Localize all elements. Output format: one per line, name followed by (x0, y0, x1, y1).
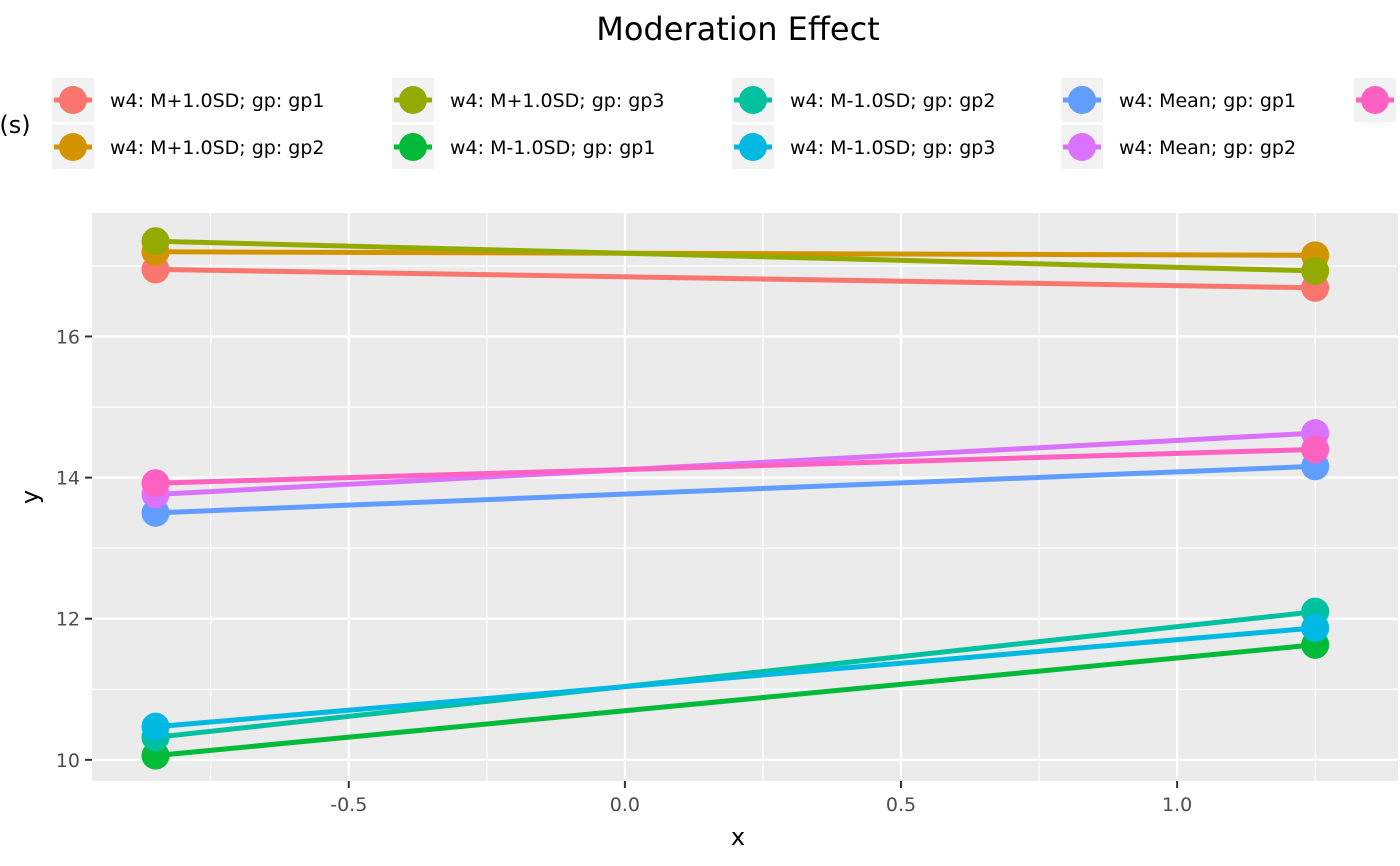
legend-item: w4: M-1.0SD; gp: gp2 (732, 78, 995, 122)
legend-key-point (739, 133, 767, 161)
legend-label: w4: M-1.0SD; gp: gp3 (790, 137, 995, 159)
x-tick-label: 0.5 (886, 794, 916, 816)
series-point (1301, 435, 1330, 464)
legend-key-point (1068, 86, 1096, 114)
y-tick-label: 16 (56, 326, 80, 348)
legend-key-point (1068, 133, 1096, 161)
legend-label: w4: M-1.0SD; gp: gp2 (790, 90, 995, 112)
legend-label: w4: M+1.0SD; gp: gp1 (110, 90, 325, 112)
legend-key-point (59, 133, 87, 161)
legend-key-point (1361, 86, 1389, 114)
series-line (155, 238, 1316, 274)
chart-title: Moderation Effect (596, 10, 880, 48)
legend-title: (s) (0, 111, 31, 139)
legend-key-point (399, 86, 427, 114)
series-point (1301, 613, 1330, 642)
x-tick-label: 0.0 (610, 794, 640, 816)
x-axis-title: x (731, 823, 745, 851)
series-line (155, 609, 1316, 740)
x-tick-label: 1.0 (1162, 794, 1192, 816)
legend-key-point (399, 133, 427, 161)
legend: w4: M+1.0SD; gp: gp1 w4: M+1.0SD; gp: gp2… (52, 78, 1396, 169)
legend-label: w4: M+1.0SD; gp: gp3 (450, 90, 665, 112)
series-line (155, 625, 1316, 730)
y-tick-label: 12 (56, 609, 80, 631)
y-axis-title: y (16, 490, 44, 504)
legend-item: w4: M-1.0SD; gp: gp3 (732, 125, 995, 169)
series-line (155, 446, 1316, 486)
series-point (141, 227, 170, 256)
legend-item: w4: M+1.0SD; gp: gp1 (52, 78, 325, 122)
series-line (155, 266, 1316, 291)
series-group (141, 227, 1330, 770)
legend-item: w4: M-1.0SD; gp: gp1 (392, 125, 655, 169)
x-tick-label: -0.5 (330, 794, 367, 816)
y-tick-label: 14 (56, 468, 80, 490)
y-tick-label: 10 (56, 750, 80, 772)
legend-label: w4: Mean; gp: gp2 (1119, 137, 1296, 159)
legend-key-point (59, 86, 87, 114)
legend-item (1354, 78, 1396, 122)
series-point (141, 469, 170, 498)
legend-key-point (739, 86, 767, 114)
axes: -0.5 0.0 0.5 1.0 10 12 14 16 (56, 326, 1192, 816)
series-line (155, 463, 1316, 516)
legend-item: w4: M+1.0SD; gp: gp3 (392, 78, 665, 122)
series-line (155, 642, 1316, 759)
legend-item: w4: Mean; gp: gp1 (1061, 78, 1296, 122)
legend-label: w4: M-1.0SD; gp: gp1 (450, 137, 655, 159)
series-point (1301, 256, 1330, 285)
legend-label: w4: Mean; gp: gp1 (1119, 90, 1296, 112)
plot-panel (92, 213, 1398, 781)
legend-item: w4: Mean; gp: gp2 (1061, 125, 1296, 169)
legend-label: w4: M+1.0SD; gp: gp2 (110, 137, 325, 159)
legend-item: w4: M+1.0SD; gp: gp2 (52, 125, 325, 169)
series-point (141, 712, 170, 741)
